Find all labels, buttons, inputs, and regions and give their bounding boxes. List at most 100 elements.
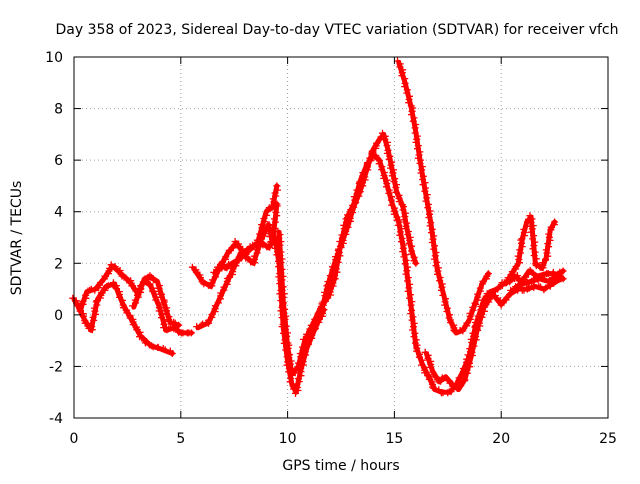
series-markers bbox=[507, 266, 567, 294]
data-point-marker bbox=[193, 323, 201, 331]
data-point-marker bbox=[225, 246, 233, 254]
data-point-marker bbox=[273, 212, 281, 220]
data-point-marker bbox=[314, 309, 322, 317]
data-point-marker bbox=[361, 170, 368, 178]
data-point-marker bbox=[404, 263, 412, 271]
data-point-marker bbox=[285, 341, 293, 349]
series-markers bbox=[317, 129, 420, 312]
data-point-marker bbox=[175, 321, 183, 329]
data-point-marker bbox=[395, 198, 403, 206]
data-point-marker bbox=[427, 363, 435, 371]
y-tick-label: -4 bbox=[49, 411, 63, 427]
data-point-marker bbox=[413, 135, 421, 143]
data-point-marker bbox=[411, 329, 419, 337]
data-point-marker bbox=[244, 245, 252, 253]
data-point-marker bbox=[276, 231, 284, 239]
data-point-marker bbox=[438, 286, 445, 294]
data-point-marker bbox=[311, 315, 319, 323]
data-point-marker bbox=[525, 284, 533, 292]
data-point-marker bbox=[433, 258, 441, 266]
x-tick-labels: 0 5 10 15 20 25 bbox=[70, 431, 617, 447]
data-point-marker bbox=[441, 374, 449, 382]
data-point-marker bbox=[342, 227, 350, 235]
x-tick-label: 20 bbox=[492, 431, 510, 447]
data-point-marker bbox=[306, 325, 314, 333]
data-point-marker bbox=[301, 340, 309, 348]
data-point-marker bbox=[410, 319, 418, 327]
data-point-marker bbox=[82, 291, 90, 299]
data-point-marker bbox=[279, 283, 287, 291]
data-point-marker bbox=[507, 286, 515, 294]
data-point-marker bbox=[444, 389, 452, 397]
data-point-marker bbox=[431, 252, 439, 260]
data-point-marker bbox=[215, 299, 222, 307]
data-point-marker bbox=[284, 329, 291, 337]
data-point-marker bbox=[329, 263, 336, 271]
data-point-marker bbox=[154, 343, 162, 351]
data-point-marker bbox=[279, 272, 287, 280]
data-point-marker bbox=[287, 371, 295, 379]
data-point-marker bbox=[530, 242, 538, 249]
data-point-marker bbox=[542, 284, 550, 292]
data-point-marker bbox=[488, 289, 495, 297]
data-point-marker bbox=[405, 284, 413, 292]
data-point-marker bbox=[271, 218, 279, 226]
data-point-marker bbox=[278, 255, 286, 263]
data-point-marker bbox=[532, 262, 540, 270]
x-tick-label: 15 bbox=[385, 431, 403, 447]
data-point-marker bbox=[546, 276, 554, 284]
data-point-marker bbox=[429, 235, 437, 243]
y-axis-label: SDTVAR / TECUs bbox=[9, 181, 25, 296]
data-point-marker bbox=[520, 286, 528, 294]
data-point-marker bbox=[139, 278, 147, 286]
data-point-marker bbox=[538, 273, 546, 280]
data-point-marker bbox=[79, 312, 87, 320]
data-point-marker bbox=[495, 283, 502, 291]
data-point-marker bbox=[323, 282, 331, 290]
data-point-marker bbox=[152, 296, 160, 304]
data-point-marker bbox=[109, 279, 117, 287]
data-point-marker bbox=[141, 339, 149, 347]
data-point-marker bbox=[243, 248, 251, 256]
data-point-marker bbox=[484, 270, 492, 278]
data-point-marker bbox=[277, 259, 285, 266]
series-markers bbox=[69, 261, 195, 337]
data-point-marker bbox=[281, 305, 289, 313]
data-point-marker bbox=[373, 139, 381, 147]
y-tick-label: 10 bbox=[45, 50, 63, 66]
data-point-marker bbox=[546, 236, 554, 244]
data-point-marker bbox=[402, 256, 410, 264]
data-point-marker bbox=[559, 267, 567, 275]
data-point-marker bbox=[87, 285, 95, 293]
data-point-marker bbox=[270, 225, 278, 233]
data-point-marker bbox=[549, 268, 557, 276]
y-tick-label: -2 bbox=[49, 359, 63, 375]
data-point-marker bbox=[450, 382, 458, 390]
data-point-marker bbox=[517, 236, 525, 244]
data-point-marker bbox=[429, 383, 436, 391]
data-point-marker bbox=[249, 241, 257, 249]
data-point-marker bbox=[112, 265, 120, 272]
data-point-marker bbox=[492, 294, 500, 302]
data-point-marker bbox=[136, 333, 144, 341]
data-point-marker bbox=[551, 218, 559, 226]
series-markers bbox=[394, 57, 492, 336]
data-point-marker bbox=[97, 279, 105, 286]
y-tick-label: 8 bbox=[54, 102, 63, 118]
data-point-marker bbox=[107, 261, 115, 269]
ticks bbox=[73, 56, 609, 419]
x-tick-label: 5 bbox=[176, 431, 185, 447]
data-point-marker bbox=[286, 351, 294, 359]
data-point-marker bbox=[486, 293, 494, 301]
data-point-marker bbox=[188, 329, 195, 337]
data-point-marker bbox=[104, 282, 112, 290]
data-point-marker bbox=[200, 280, 208, 288]
data-point-marker bbox=[355, 189, 363, 197]
data-point-marker bbox=[101, 286, 109, 294]
data-point-marker bbox=[419, 172, 427, 180]
data-point-marker bbox=[403, 267, 411, 275]
x-tick-label: 25 bbox=[599, 431, 617, 447]
data-point-marker bbox=[238, 252, 246, 260]
data-point-marker bbox=[412, 259, 420, 267]
data-point-marker bbox=[530, 281, 538, 289]
